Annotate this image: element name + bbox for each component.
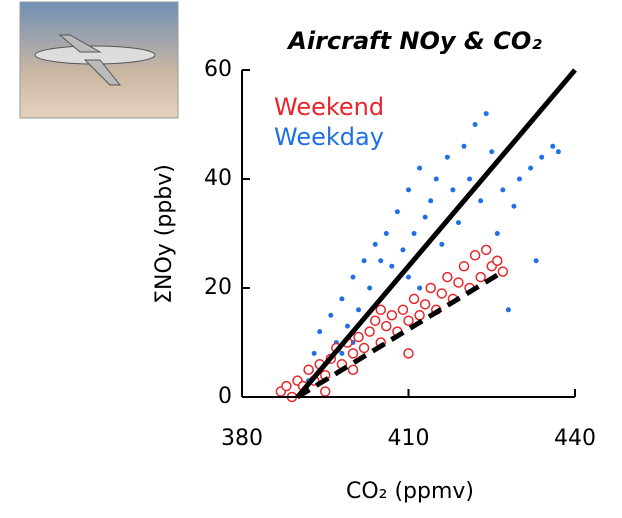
point: [320, 386, 331, 397]
point: [350, 274, 356, 280]
point: [328, 312, 334, 318]
point: [489, 149, 495, 155]
point: [422, 214, 428, 220]
point: [389, 263, 395, 269]
y-axis-label: ΣNOy (ppbv): [152, 164, 177, 304]
point: [444, 154, 450, 160]
point: [528, 165, 534, 171]
point: [442, 271, 453, 283]
point: [419, 299, 431, 310]
point: [408, 293, 420, 305]
fit-line: [295, 68, 577, 399]
point: [344, 323, 350, 329]
point: [417, 165, 423, 171]
x-axis-label: CO₂ (ppmv): [346, 479, 474, 504]
point: [467, 176, 473, 182]
point: [455, 220, 461, 226]
point: [492, 255, 503, 266]
point: [403, 315, 414, 326]
point: [439, 241, 445, 247]
point: [511, 203, 517, 209]
point: [383, 231, 389, 236]
point: [469, 250, 481, 261]
point: [555, 149, 561, 155]
point: [494, 231, 500, 236]
point: [417, 285, 423, 291]
y-tick-label: 0: [218, 384, 232, 409]
point: [472, 122, 478, 127]
point: [364, 326, 375, 337]
point: [356, 307, 362, 313]
y-tick-label: 40: [204, 166, 232, 191]
point: [281, 380, 292, 392]
point: [478, 198, 484, 204]
point: [317, 329, 323, 335]
point: [497, 266, 509, 277]
y-tick-label: 60: [204, 57, 232, 82]
point: [311, 350, 317, 356]
point: [403, 348, 414, 359]
point: [458, 260, 470, 272]
legend-entry: Weekday: [274, 123, 384, 151]
point: [353, 331, 364, 343]
point: [367, 285, 373, 291]
x-tick-label: 380: [221, 426, 263, 451]
point: [475, 271, 486, 283]
point: [397, 304, 409, 316]
point: [347, 364, 359, 375]
point: [453, 277, 464, 288]
point: [505, 307, 511, 313]
x-tick-label: 440: [554, 426, 596, 451]
point: [386, 310, 398, 321]
point: [428, 198, 434, 204]
point: [461, 143, 467, 149]
point: [339, 350, 345, 356]
point: [436, 288, 448, 299]
point: [381, 320, 392, 332]
point: [400, 247, 406, 253]
point: [414, 310, 425, 321]
point: [347, 348, 359, 359]
point: [433, 176, 439, 182]
point: [369, 315, 381, 326]
point: [517, 176, 522, 182]
chart-title: Aircraft NOy & CO₂: [286, 27, 542, 55]
point: [375, 304, 386, 316]
point: [533, 258, 539, 264]
x-tick-label: 410: [388, 426, 430, 451]
aircraft-photo: [19, 1, 179, 119]
point: [406, 274, 411, 280]
point: [425, 282, 436, 294]
point: [358, 342, 370, 354]
point: [378, 258, 384, 264]
fit-line: [296, 269, 505, 400]
point: [361, 258, 367, 264]
point: [550, 143, 556, 149]
point: [406, 187, 411, 193]
point: [483, 111, 489, 117]
point: [450, 187, 456, 193]
point: [303, 364, 314, 375]
point: [394, 209, 400, 215]
point: [339, 296, 345, 302]
y-tick-label: 20: [204, 275, 232, 300]
point: [372, 241, 378, 247]
point: [539, 154, 545, 160]
legend-entry: Weekend: [274, 93, 384, 121]
point: [480, 244, 492, 256]
point: [500, 187, 506, 193]
point: [411, 231, 417, 236]
